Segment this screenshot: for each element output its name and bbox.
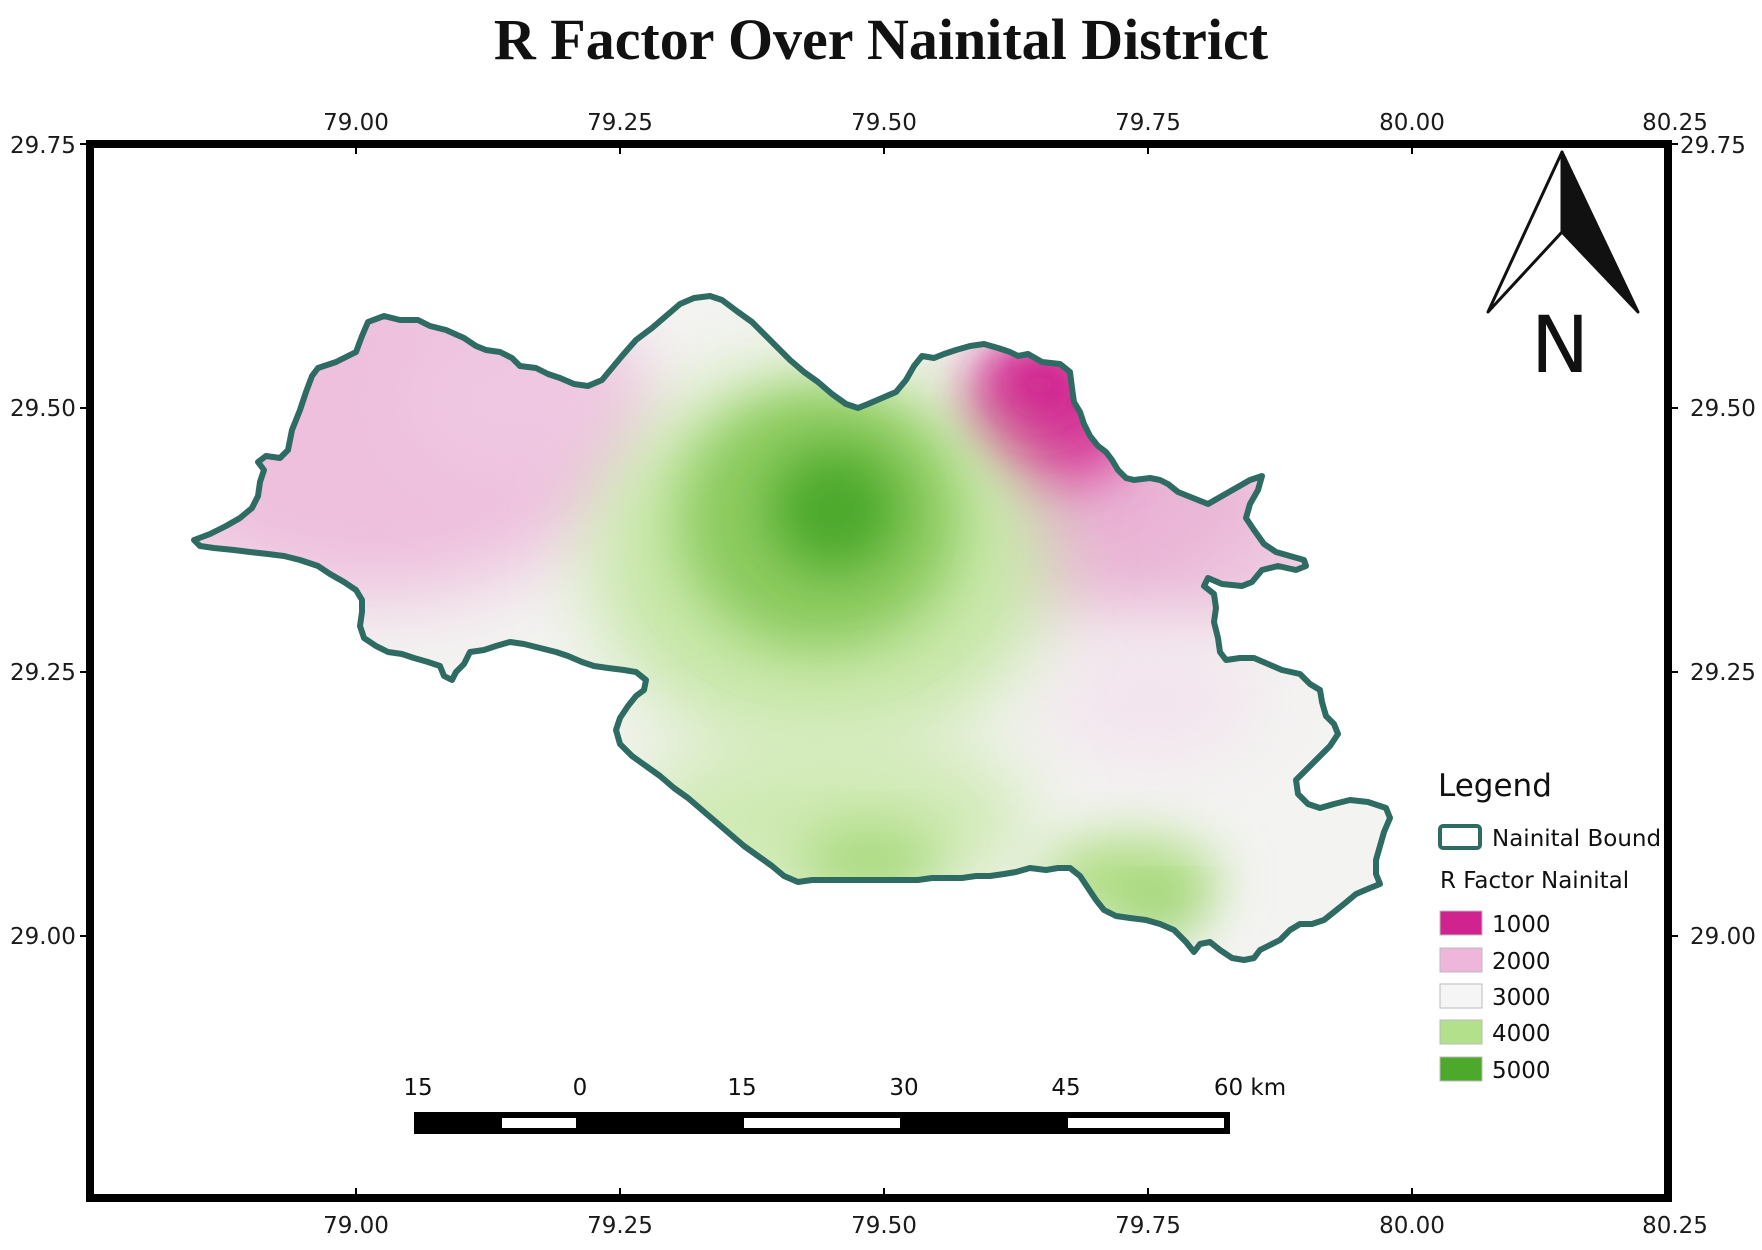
map-title: R Factor Over Nainital District [493, 7, 1269, 72]
x-tick-top: 80.00 [1379, 110, 1445, 136]
raster-label: R Factor Nainital [1440, 868, 1629, 894]
x-tick-top: 79.75 [1115, 110, 1181, 136]
scale-bar: 15 0 15 30 45 60 km [403, 1075, 1286, 1134]
x-tick-top: 80.25 [1642, 110, 1708, 136]
legend-swatch-2000 [1439, 947, 1483, 973]
x-tick-bottom: 79.25 [587, 1213, 653, 1239]
scale-label: 60 km [1214, 1075, 1286, 1101]
scale-label: 0 [573, 1075, 588, 1101]
nainital-boundary [191, 293, 1393, 963]
x-tick-bottom: 80.00 [1379, 1213, 1445, 1239]
y-tick-right: 29.25 [1690, 660, 1756, 686]
scale-label: 15 [727, 1075, 756, 1101]
boundary-swatch [1438, 824, 1482, 850]
x-tick-top: 79.25 [587, 110, 653, 136]
x-tick-bottom: 79.50 [851, 1213, 917, 1239]
north-label: N [1531, 301, 1589, 391]
legend-swatch-5000 [1439, 1056, 1483, 1082]
y-tick-left: 29.00 [10, 924, 76, 950]
y-tick-left: 29.25 [10, 660, 76, 686]
x-tick-top: 79.00 [323, 110, 389, 136]
legend-class-label: 3000 [1492, 985, 1551, 1011]
legend-class-label: 4000 [1492, 1021, 1551, 1047]
x-tick-bottom: 79.00 [323, 1213, 389, 1239]
scale-label: 45 [1051, 1075, 1080, 1101]
y-tick-right: 29.75 [1680, 133, 1746, 159]
legend-swatch-4000 [1439, 1019, 1483, 1045]
scale-label: 30 [889, 1075, 918, 1101]
y-tick-left: 29.75 [10, 133, 76, 159]
x-tick-top: 79.50 [851, 110, 917, 136]
legend-class-label: 5000 [1492, 1058, 1551, 1084]
y-tick-right: 29.00 [1690, 924, 1756, 950]
legend: Legend Nainital Bound R Factor Nainital … [1438, 768, 1661, 1084]
scale-label: 15 [403, 1075, 432, 1101]
north-arrow-icon: N [1486, 150, 1640, 391]
coordinate-labels: 79.00 79.25 79.50 79.75 80.00 80.25 79.0… [10, 110, 1756, 1239]
y-tick-right: 29.50 [1690, 396, 1756, 422]
y-tick-left: 29.50 [10, 396, 76, 422]
legend-class-label: 2000 [1492, 949, 1551, 975]
legend-class-label: 1000 [1492, 912, 1551, 938]
boundary-label: Nainital Bound [1492, 826, 1661, 852]
frame-ticks [80, 140, 1678, 1202]
legend-swatch-3000 [1439, 983, 1483, 1009]
legend-swatch-1000 [1439, 910, 1483, 936]
legend-title: Legend [1438, 768, 1552, 804]
x-tick-bottom: 79.75 [1115, 1213, 1181, 1239]
x-tick-bottom: 80.25 [1642, 1213, 1708, 1239]
